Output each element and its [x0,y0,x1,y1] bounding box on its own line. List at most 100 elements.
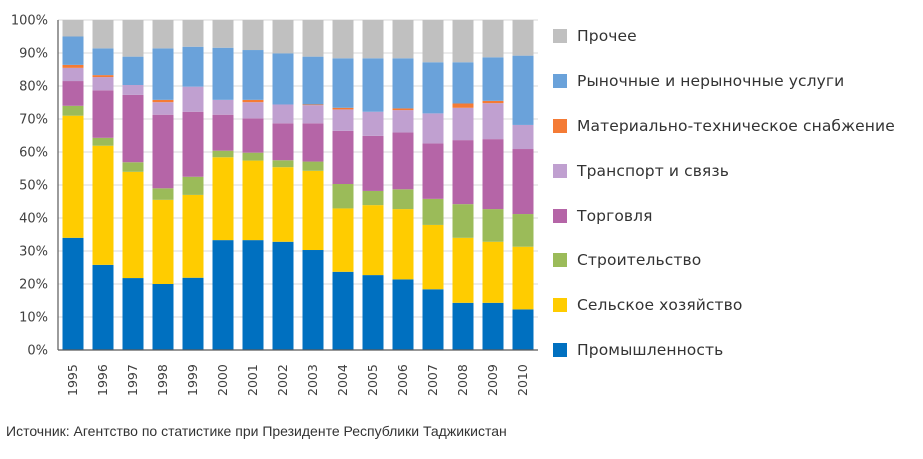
bar-segment [212,47,234,100]
bar-segment [212,150,234,158]
x-tick-label: 2000 [215,364,230,396]
legend-swatch [553,298,567,313]
y-tick-label: 10% [19,311,48,326]
bar-segment [242,118,264,153]
y-tick-label: 90% [19,47,48,62]
bar-segment [302,104,324,106]
bar-segment [362,111,384,136]
bar-stack-2007 [422,20,444,350]
bar-segment [422,20,444,63]
bar-segment [392,108,414,111]
bar-stack-2006 [392,20,414,350]
bar-segment [332,109,354,131]
bar-segment [272,241,294,350]
bar-segment [302,161,324,171]
bar-segment [422,62,444,114]
bar-segment [482,103,504,140]
bar-segment [512,309,534,350]
bar-segment [122,162,144,172]
bar-segment [152,188,174,200]
bar-stack-2000 [212,20,234,350]
bar-segment [92,75,114,78]
x-tick-label: 2001 [245,364,260,396]
bar-segment [242,240,264,350]
bar-segment [362,20,384,59]
source-note: Источник: Агентство по статистике при Пр… [6,423,507,439]
bar-segment [92,20,114,49]
legend-item: Прочее [553,14,895,59]
bar-segment [182,46,204,87]
bar-segment [92,48,114,76]
bar-segment [512,214,534,247]
bar-segment [272,53,294,105]
legend: Прочее Рыночные и нерыночные услуги Матери… [553,14,895,372]
bar-segment [242,160,264,241]
bar-segment [152,48,174,100]
y-tick-label: 70% [19,113,48,128]
legend-item: Транспорт и связь [553,148,895,193]
bar-segment [392,209,414,280]
bar-segment [512,55,534,125]
bar-segment [62,67,84,82]
bar-segment [302,56,324,105]
bar-segment [302,170,324,251]
legend-item: Рыночные и нерыночные услуги [553,59,895,104]
bar-segment [302,123,324,162]
bar-stack-2005 [362,20,384,350]
bar-segment [152,114,174,189]
legend-label: Строительство [577,251,702,270]
y-axis-ticks: 0% 10% 20% 30% 40% 50% 60% 70% 80% 90% 100% [11,14,48,359]
bar-segment [512,246,534,310]
x-tick-label: 2010 [515,364,530,396]
bar-segment [362,275,384,350]
bar-segment [92,90,114,138]
legend-swatch [553,163,567,178]
x-tick-label: 2007 [425,364,440,396]
legend-swatch [553,29,567,44]
stacked-bar-chart: 0%10%20%30%40%50%60%70%80%90%100% 1995 19… [11,14,538,396]
bar-segment [362,58,384,112]
bar-segment [92,77,114,91]
x-tick-label: 2002 [275,364,290,396]
bar-segment [422,143,444,199]
bar-stack-2002 [272,20,294,350]
bar-segment [332,271,354,350]
bar-segment [122,56,144,86]
bar-segment [122,94,144,163]
x-tick-label: 2004 [335,364,350,396]
legend-label: Материально-техническое снабжение [577,116,895,135]
y-tick-label: 80% [19,80,48,95]
bar-segment [242,99,264,103]
y-tick-label: 0% [27,344,48,359]
bar-stack-2010 [512,20,534,350]
bar-segment [92,145,114,265]
bar-segment [272,104,294,124]
bar-segment [392,279,414,350]
legend-swatch [553,253,567,268]
bar-segment [332,58,354,108]
bar-segment [92,264,114,350]
bar-stack-1995 [62,20,84,350]
bar-segment [152,20,174,49]
bar-stack-2003 [302,20,324,350]
bar-segment [152,102,174,115]
bar-segment [482,241,504,303]
bar-segment [482,139,504,210]
x-tick-label: 1996 [95,364,110,396]
bar-segment [62,115,84,238]
bar-segment [302,20,324,57]
bar-segment [422,113,444,144]
x-tick-label: 2008 [455,364,470,396]
bar-segment [392,132,414,190]
bar-segment [422,289,444,350]
legend-item: Промышленность [553,328,895,373]
bar-segment [212,99,234,115]
bar-segment [182,277,204,350]
legend-label: Промышленность [577,340,724,359]
bar-segment [452,140,474,205]
bar-segment [452,237,474,303]
bar-segment [212,240,234,350]
bar-segment [182,86,204,112]
bar-segment [272,20,294,54]
bar-segment [122,171,144,279]
